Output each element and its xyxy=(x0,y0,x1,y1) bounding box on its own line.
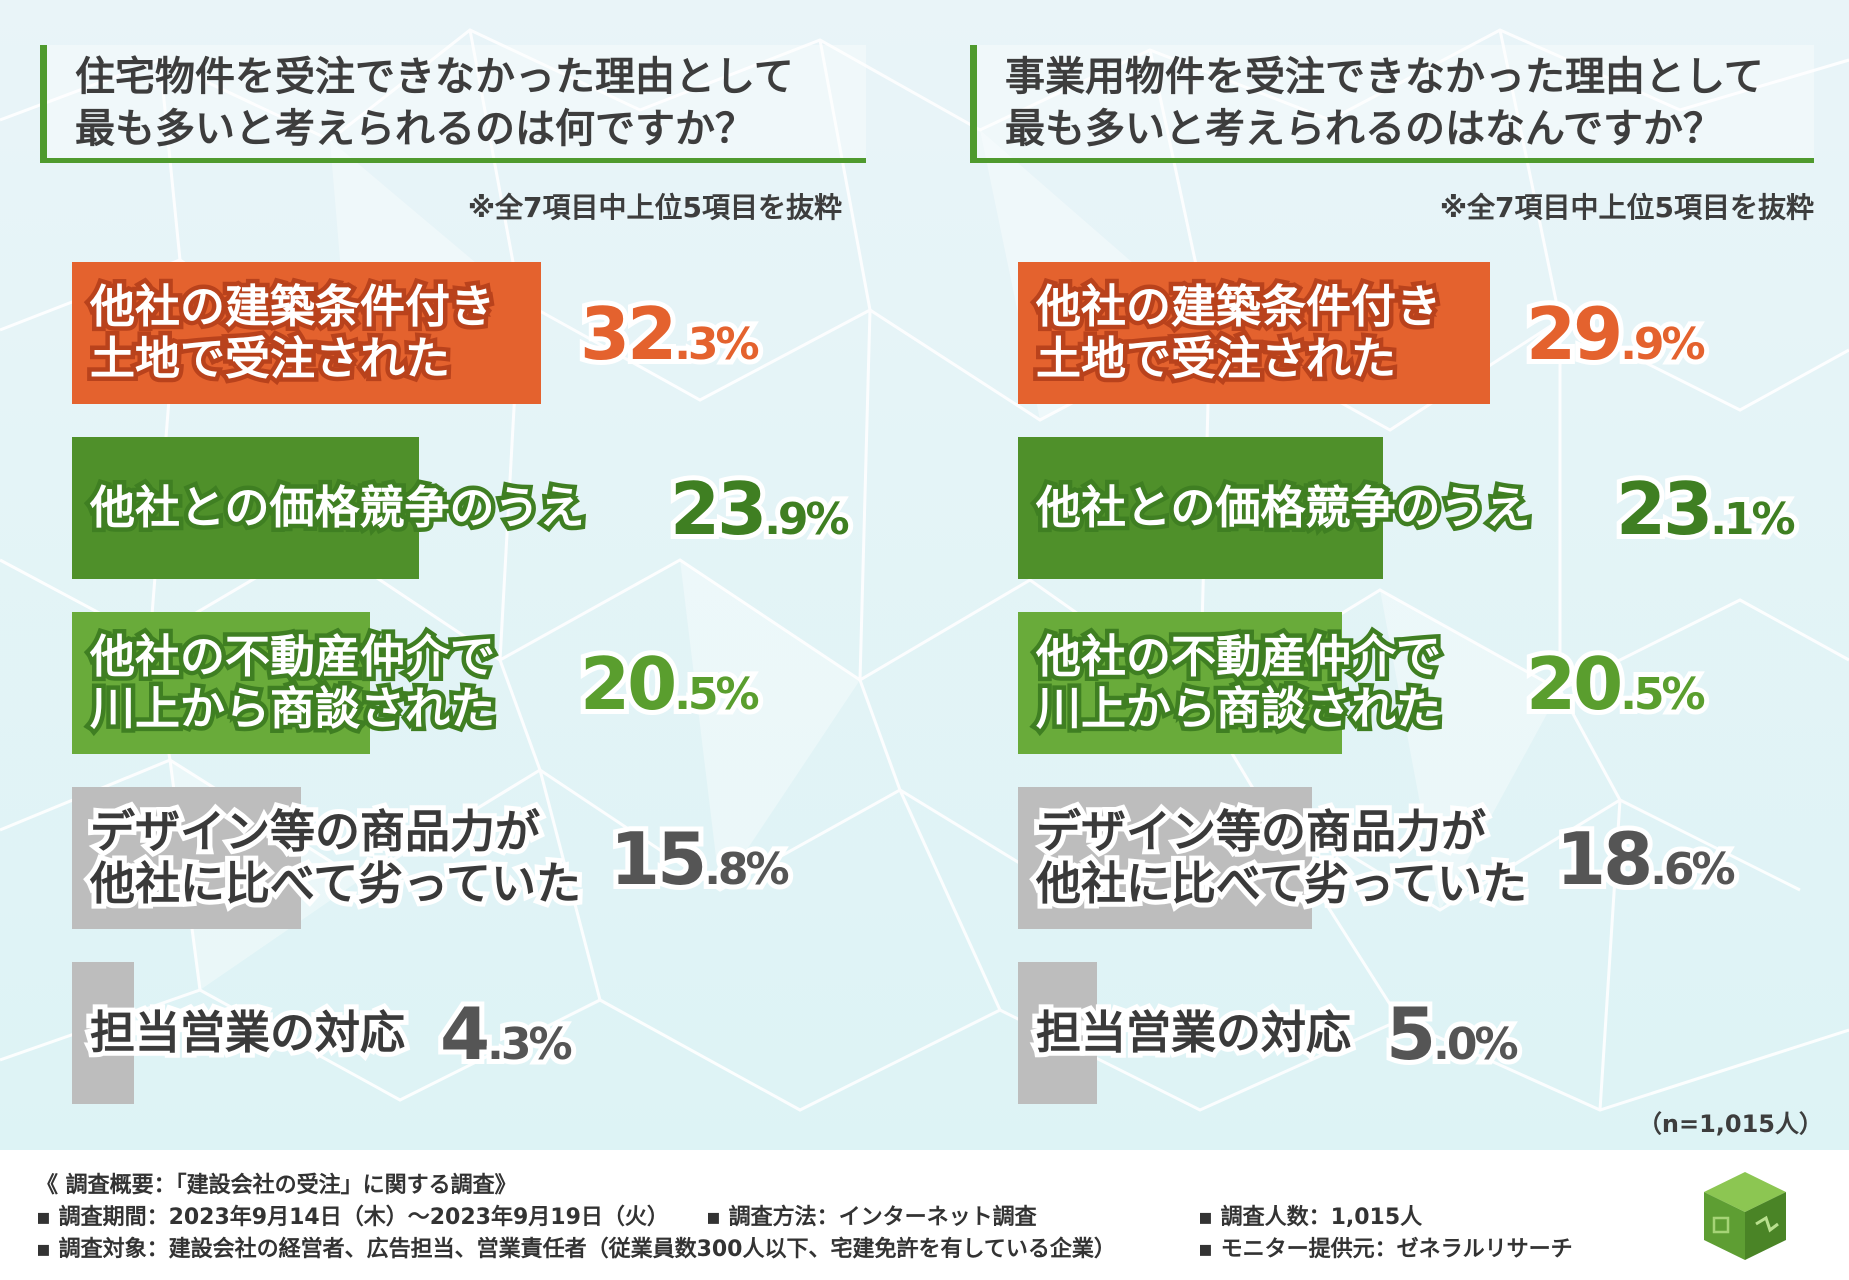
survey-period: ▪ 調査期間：2023年9月14日（木）～2023年9月19日（火） xyxy=(36,1205,669,1230)
bar-label: 他社の建築条件付き 土地で受注された xyxy=(85,276,499,389)
value-integer: 20 xyxy=(1521,642,1628,726)
value-integer: 4 xyxy=(435,992,495,1076)
value-label: 5.0% xyxy=(1381,993,1524,1075)
survey-count: ▪ 調査人数：1,015人 xyxy=(1198,1205,1423,1230)
value-decimal: .1% xyxy=(1705,493,1800,547)
survey-overview: 《 調査概要：「建設会社の受注」に関する調査》 xyxy=(36,1173,517,1198)
value-label: 20.5% xyxy=(1521,643,1711,725)
chart-title: 事業用物件を受注できなかった理由として 最も多いと考えられるのはなんですか？ xyxy=(1005,54,1764,152)
value-integer: 18 xyxy=(1551,817,1658,901)
value-decimal: .3% xyxy=(669,318,764,372)
value-decimal: .5% xyxy=(1615,668,1710,722)
bar-label: 他社の不動産仲介で 川上から商談された xyxy=(1031,626,1445,739)
question-box: 住宅物件を受注できなかった理由として 最も多いと考えられるのは何ですか？ xyxy=(40,45,866,163)
value-decimal: .5% xyxy=(669,668,764,722)
bar-label: デザイン等の商品力が 他社に比べて劣っていた xyxy=(85,801,586,915)
value-label: 29.9% xyxy=(1521,293,1711,375)
value-label: 32.3% xyxy=(575,293,765,375)
value-integer: 5 xyxy=(1381,992,1441,1076)
chart-note: ※全7項目中上位5項目を抜粋 xyxy=(467,191,842,224)
question-box: 事業用物件を受注できなかった理由として 最も多いと考えられるのはなんですか？ xyxy=(970,45,1814,163)
bar xyxy=(72,437,419,579)
bar-label: 担当営業の対応 xyxy=(1031,1002,1356,1064)
value-integer: 15 xyxy=(605,817,712,901)
sample-size-note: （n=1,015人） xyxy=(1637,1110,1823,1138)
bar-label: 他社との価格競争のうえ xyxy=(86,477,590,538)
bar-label: 他社の建築条件付き 土地で受注された xyxy=(1031,276,1445,389)
brand-cube-icon xyxy=(1704,1172,1786,1260)
value-integer: 23 xyxy=(1611,467,1718,551)
survey-footer: 《 調査概要：「建設会社の受注」に関する調査》 ▪ 調査期間：2023年9月14… xyxy=(0,1150,1849,1280)
bar-label: 担当営業の対応 xyxy=(85,1002,410,1064)
value-decimal: .0% xyxy=(1428,1018,1523,1072)
bar xyxy=(1018,787,1312,929)
bar xyxy=(72,962,134,1104)
chart-note: ※全7項目中上位5項目を抜粋 xyxy=(1439,191,1814,224)
bar xyxy=(1018,612,1342,754)
survey-method: ▪ 調査方法：インターネット調査 xyxy=(706,1205,1037,1230)
survey-target: ▪ 調査対象：建設会社の経営者、広告担当、営業責任者（従業員数300人以下、宅建… xyxy=(36,1237,1116,1262)
value-label: 18.6% xyxy=(1551,818,1741,900)
bar xyxy=(1018,437,1383,579)
value-integer: 23 xyxy=(665,467,772,551)
value-label: 23.9% xyxy=(665,468,855,550)
value-decimal: .8% xyxy=(699,843,794,897)
value-integer: 20 xyxy=(575,642,682,726)
value-decimal: .6% xyxy=(1645,843,1740,897)
survey-provider: ▪ モニター提供元：ゼネラルリサーチ xyxy=(1198,1237,1573,1262)
value-label: 23.1% xyxy=(1611,468,1801,550)
chart-panel-housing: 住宅物件を受注できなかった理由として 最も多いと考えられるのは何ですか？ ※全7… xyxy=(0,0,924,1150)
value-decimal: .9% xyxy=(1615,318,1710,372)
value-label: 4.3% xyxy=(435,993,578,1075)
chart-panel-business: 事業用物件を受注できなかった理由として 最も多いと考えられるのはなんですか？ ※… xyxy=(924,0,1848,1150)
bar-label: デザイン等の商品力が 他社に比べて劣っていた xyxy=(1031,801,1532,915)
bar-label: 他社との価格競争のうえ xyxy=(1032,477,1536,538)
chart-title: 住宅物件を受注できなかった理由として 最も多いと考えられるのは何ですか？ xyxy=(75,54,794,152)
bar xyxy=(72,787,301,929)
value-integer: 29 xyxy=(1521,292,1628,376)
value-integer: 32 xyxy=(575,292,682,376)
bar xyxy=(1018,262,1490,404)
value-label: 15.8% xyxy=(605,818,795,900)
value-decimal: .3% xyxy=(482,1018,577,1072)
bar-label: 他社の不動産仲介で 川上から商談された xyxy=(85,626,499,739)
bar xyxy=(72,612,370,754)
bar xyxy=(1018,962,1097,1104)
value-decimal: .9% xyxy=(759,493,854,547)
bar xyxy=(72,262,541,404)
value-label: 20.5% xyxy=(575,643,765,725)
